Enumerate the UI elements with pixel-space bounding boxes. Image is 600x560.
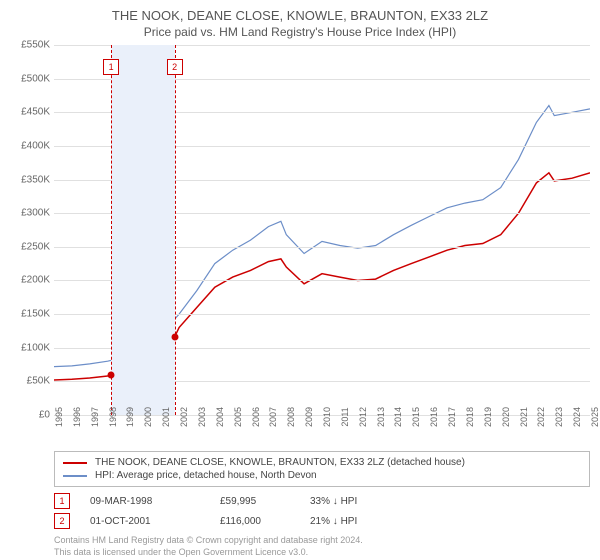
x-tick-label: 1996 (72, 407, 82, 427)
y-tick-label: £350K (21, 174, 50, 185)
y-tick-label: £250K (21, 241, 50, 252)
legend-box: THE NOOK, DEANE CLOSE, KNOWLE, BRAUNTON,… (54, 451, 590, 487)
legend-swatch (63, 462, 87, 464)
x-tick-label: 1997 (90, 407, 100, 427)
x-tick-label: 2024 (572, 407, 582, 427)
transaction-diff: 33% ↓ HPI (310, 496, 357, 507)
y-tick-label: £450K (21, 107, 50, 118)
y-tick-label: £50K (27, 376, 50, 387)
x-tick-label: 2013 (376, 407, 386, 427)
sale-point (171, 333, 178, 340)
x-tick-label: 1998 (108, 407, 118, 427)
footnote: Contains HM Land Registry data © Crown c… (54, 535, 590, 558)
sale-marker-line (111, 45, 112, 415)
sale-marker-label: 2 (167, 59, 183, 75)
y-tick-label: £150K (21, 309, 50, 320)
transaction-diff: 21% ↓ HPI (310, 516, 357, 527)
x-tick-label: 2016 (429, 407, 439, 427)
x-tick-label: 2003 (197, 407, 207, 427)
y-tick-label: £500K (21, 73, 50, 84)
x-tick-label: 2017 (447, 407, 457, 427)
transaction-marker: 1 (54, 493, 70, 509)
footnote-line: This data is licensed under the Open Gov… (54, 547, 590, 559)
x-tick-label: 2018 (465, 407, 475, 427)
x-tick-label: 2015 (411, 407, 421, 427)
x-tick-label: 2007 (268, 407, 278, 427)
transaction-date: 09-MAR-1998 (90, 496, 220, 507)
x-tick-label: 2006 (251, 407, 261, 427)
y-tick-label: £100K (21, 342, 50, 353)
x-tick-label: 2005 (233, 407, 243, 427)
shaded-band (111, 45, 174, 415)
table-row: 1 09-MAR-1998£59,99533% ↓ HPI (54, 491, 590, 511)
sale-point (108, 371, 115, 378)
x-tick-label: 2019 (483, 407, 493, 427)
transactions-table: 1 09-MAR-1998£59,99533% ↓ HPI 2 01-OCT-2001… (54, 491, 590, 531)
x-tick-label: 2001 (161, 407, 171, 427)
legend-label: THE NOOK, DEANE CLOSE, KNOWLE, BRAUNTON,… (95, 457, 465, 468)
x-axis-labels: 1995199619971998199920002001200220032004… (54, 415, 590, 445)
x-tick-label: 2025 (590, 407, 600, 427)
transaction-price: £59,995 (220, 496, 310, 507)
x-tick-label: 2022 (536, 407, 546, 427)
x-tick-label: 2020 (501, 407, 511, 427)
transaction-price: £116,000 (220, 516, 310, 527)
x-tick-label: 2009 (304, 407, 314, 427)
x-tick-label: 2012 (358, 407, 368, 427)
x-tick-label: 2002 (179, 407, 189, 427)
legend-swatch (63, 475, 87, 477)
y-tick-label: £400K (21, 140, 50, 151)
footnote-line: Contains HM Land Registry data © Crown c… (54, 535, 590, 547)
x-tick-label: 2008 (286, 407, 296, 427)
legend-label: HPI: Average price, detached house, Nort… (95, 470, 317, 481)
y-tick-label: £300K (21, 208, 50, 219)
legend-item: HPI: Average price, detached house, Nort… (63, 469, 581, 482)
legend-item: THE NOOK, DEANE CLOSE, KNOWLE, BRAUNTON,… (63, 456, 581, 469)
x-tick-label: 2004 (215, 407, 225, 427)
x-tick-label: 2010 (322, 407, 332, 427)
x-tick-label: 2021 (519, 407, 529, 427)
sale-marker-line (175, 45, 176, 415)
x-tick-label: 2023 (554, 407, 564, 427)
chart-title: THE NOOK, DEANE CLOSE, KNOWLE, BRAUNTON,… (0, 0, 600, 23)
sale-marker-label: 1 (103, 59, 119, 75)
y-tick-label: £0 (39, 410, 50, 421)
x-tick-label: 1995 (54, 407, 64, 427)
y-tick-label: £550K (21, 40, 50, 51)
transaction-marker: 2 (54, 513, 70, 529)
transaction-date: 01-OCT-2001 (90, 516, 220, 527)
x-tick-label: 1999 (125, 407, 135, 427)
chart-subtitle: Price paid vs. HM Land Registry's House … (0, 23, 600, 45)
y-tick-label: £200K (21, 275, 50, 286)
x-tick-label: 2014 (393, 407, 403, 427)
x-tick-label: 2000 (143, 407, 153, 427)
chart-plot-area: £0£50K£100K£150K£200K£250K£300K£350K£400… (54, 45, 590, 415)
x-tick-label: 2011 (340, 407, 350, 426)
table-row: 2 01-OCT-2001£116,00021% ↓ HPI (54, 511, 590, 531)
